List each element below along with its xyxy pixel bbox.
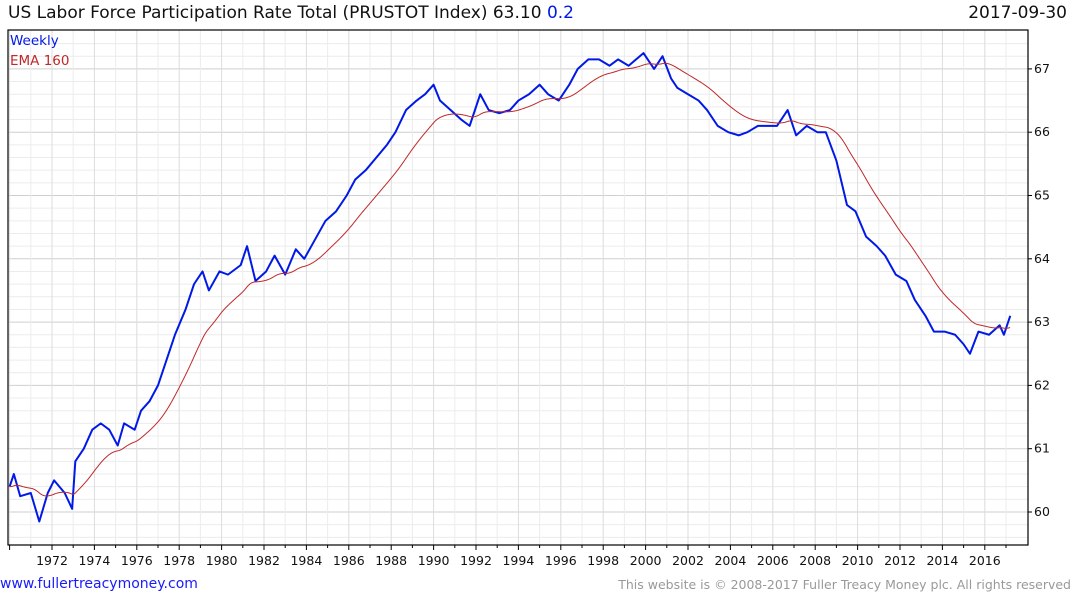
x-tick-label: 1986 [333, 553, 365, 568]
x-tick-label: 2008 [799, 553, 831, 568]
x-tick-label: 2002 [672, 553, 704, 568]
y-tick-label: 64 [1034, 251, 1050, 266]
x-tick-label: 1998 [587, 553, 619, 568]
x-tick-label: 1996 [545, 553, 577, 568]
ema-series-line [9, 62, 1011, 497]
plot-frame [7, 29, 1029, 546]
copyright-text: This website is © 2008-2017 Fuller Treac… [618, 577, 1071, 592]
legend-weekly: Weekly [10, 33, 59, 49]
website-link[interactable]: www.fullertreacymoney.com [0, 576, 198, 592]
x-tick-label: 1992 [460, 553, 492, 568]
weekly-series-line [8, 52, 1012, 523]
title-text: US Labor Force Participation Rate Total … [8, 3, 542, 23]
change-value: 0.2 [546, 3, 574, 23]
x-tick-label: 2016 [969, 553, 1001, 568]
y-tick-label: 65 [1034, 188, 1050, 203]
x-tick-label: 1980 [206, 553, 238, 568]
chart-date: 2017-09-30 [968, 3, 1067, 23]
y-tick-label: 67 [1034, 61, 1050, 76]
x-tick-label: 2012 [884, 553, 916, 568]
x-tick-label: 1978 [163, 553, 195, 568]
x-tick-label: 2000 [630, 553, 662, 568]
x-tick-label: 1974 [78, 553, 110, 568]
y-tick-label: 60 [1034, 504, 1050, 519]
x-tick-label: 1982 [248, 553, 280, 568]
x-tick-label: 2006 [757, 553, 789, 568]
y-tick-label: 61 [1034, 441, 1050, 456]
y-tick-label: 62 [1034, 377, 1050, 392]
x-tick-label: 2014 [926, 553, 958, 568]
x-tick-label: 2004 [714, 553, 746, 568]
chart-title: US Labor Force Participation Rate Total … [8, 3, 574, 23]
x-tick-label: 1988 [375, 553, 407, 568]
y-tick-label: 66 [1034, 124, 1050, 139]
x-tick-label: 1976 [121, 553, 153, 568]
y-tick-label: 63 [1034, 314, 1050, 329]
x-tick-label: 1972 [36, 553, 68, 568]
x-tick-label: 1984 [290, 553, 322, 568]
x-tick-label: 2010 [842, 553, 874, 568]
x-tick-label: 1990 [418, 553, 450, 568]
legend-ema: EMA 160 [10, 53, 69, 69]
x-tick-label: 1994 [502, 553, 534, 568]
